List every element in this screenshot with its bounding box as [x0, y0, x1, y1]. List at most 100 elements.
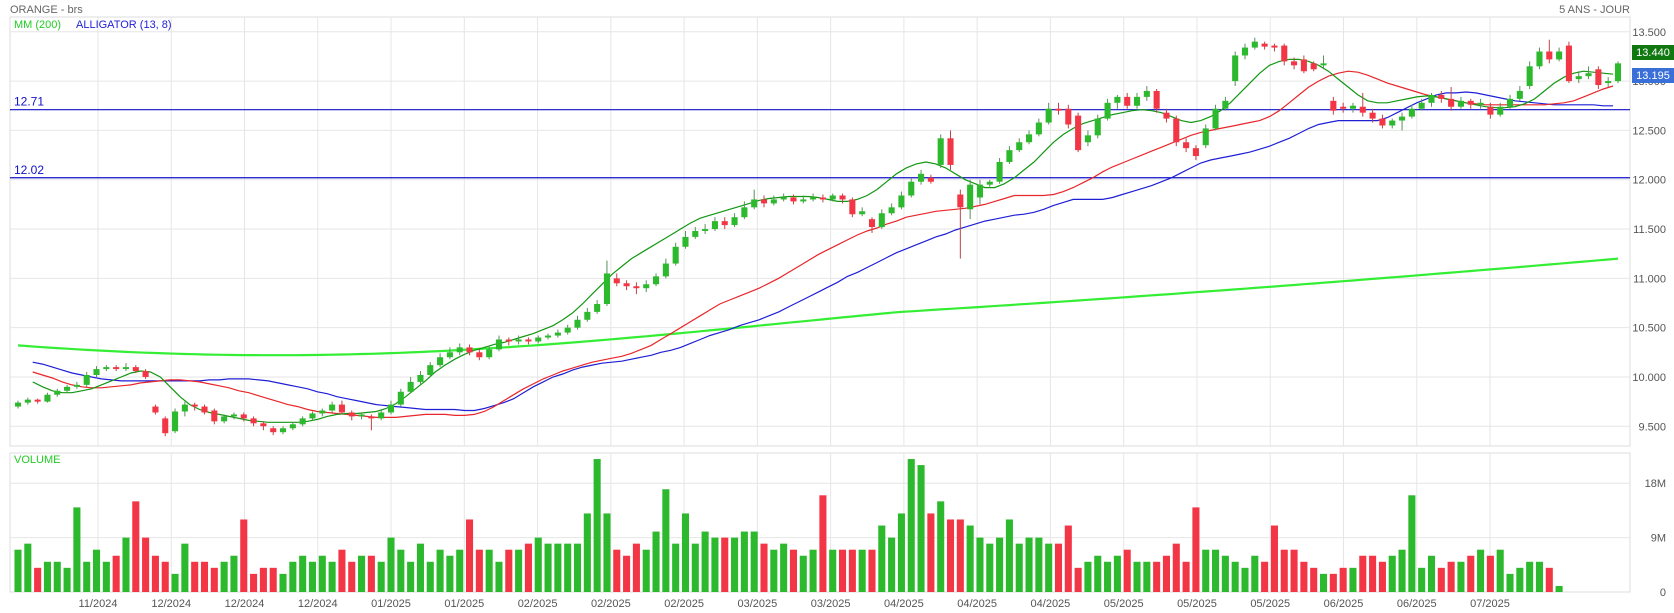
volume-bar — [1104, 561, 1112, 592]
volume-bar — [829, 549, 837, 592]
volume-bar — [279, 573, 287, 592]
volume-bar — [1369, 555, 1377, 592]
chart-title: ORANGE - brs — [10, 4, 83, 16]
candle-body — [1212, 108, 1219, 129]
price-tick-label: 10.000 — [1632, 372, 1666, 384]
candle-body — [34, 399, 41, 402]
volume-bar — [132, 501, 140, 592]
candle-body — [810, 197, 817, 200]
x-tick-label: 02/2025 — [518, 598, 558, 610]
price-tick-label: 9.500 — [1638, 421, 1666, 433]
alligator-lines — [32, 58, 1614, 423]
candle-body — [1035, 122, 1042, 135]
volume-bar — [328, 561, 336, 592]
volume-tick-label: 18M — [1645, 478, 1666, 490]
volume-bar — [613, 549, 621, 592]
candle-body — [819, 197, 826, 200]
volume-bar — [318, 555, 326, 592]
candle-body — [525, 339, 532, 342]
candle-body — [545, 335, 552, 338]
moving-average-200 — [17, 257, 1619, 357]
candle-body — [1094, 118, 1101, 136]
volume-bar — [623, 555, 631, 592]
volume-bar — [289, 561, 297, 592]
candle-body — [1104, 102, 1111, 119]
candle-body — [132, 367, 139, 372]
candle-body — [1045, 108, 1052, 123]
volume-bar — [524, 543, 532, 592]
candle-body — [113, 367, 120, 370]
candle-body — [1143, 90, 1150, 97]
volume-bar — [1202, 549, 1210, 592]
volume-bar — [554, 543, 562, 592]
candle-body — [967, 184, 974, 210]
candle-body — [652, 276, 660, 285]
volume-bar — [43, 561, 51, 592]
candle-body — [1222, 100, 1229, 109]
candle-body — [181, 404, 188, 412]
volume-bar — [446, 555, 454, 592]
volume-bar — [73, 507, 81, 592]
legend-ma200[interactable]: MM (200) — [14, 19, 61, 31]
candle-body — [24, 399, 31, 403]
volume-bar — [907, 459, 915, 592]
candle-body — [721, 221, 728, 226]
volume-bar — [789, 549, 797, 592]
axis-labels: 9.500 10.000 10.500 11.000 11.500 12.000 12.50… — [79, 27, 1666, 610]
candle-body — [1585, 73, 1592, 77]
candle-body — [603, 273, 610, 304]
candle-body — [584, 311, 591, 320]
volume-bar — [544, 543, 552, 592]
volume-bar — [858, 549, 866, 592]
candle-body — [1418, 102, 1425, 109]
volume-bar — [1457, 561, 1465, 592]
alligator-lips-line — [32, 58, 1614, 423]
volume-bar — [897, 513, 905, 592]
candle-body — [309, 413, 316, 419]
volume-tick-label: 0 — [1660, 587, 1666, 599]
x-tick-label: 12/2024 — [151, 598, 191, 610]
legend-alligator[interactable]: ALLIGATOR (13, 8) — [76, 19, 172, 31]
volume-bar — [839, 549, 847, 592]
price-tick-label: 11.000 — [1633, 273, 1666, 285]
candle-body — [692, 231, 699, 237]
candle-body — [741, 207, 748, 218]
candle-body — [957, 194, 964, 208]
candle-body — [14, 402, 22, 407]
candle-body — [1075, 115, 1082, 151]
x-tick-label: 06/2025 — [1397, 598, 1437, 610]
candle-body — [662, 263, 669, 277]
alt-price-badge — [1632, 68, 1674, 83]
volume-bar — [1005, 519, 1013, 592]
volume-bar — [1123, 549, 1131, 592]
candle-body — [456, 347, 463, 353]
candle-body — [554, 332, 561, 336]
volume-bar — [259, 567, 267, 592]
candle-body — [319, 410, 326, 414]
ma200-line — [17, 257, 1619, 357]
volume-bar — [475, 549, 483, 592]
volume-bar — [711, 537, 719, 592]
candle-body — [859, 211, 866, 215]
volume-bar — [1555, 585, 1563, 592]
volume-bar — [102, 561, 110, 592]
volume-bar — [220, 561, 228, 592]
candle-body — [574, 319, 581, 328]
candle-body — [1556, 51, 1563, 60]
x-tick-label: 12/2024 — [298, 598, 338, 610]
volume-panel-label: VOLUME — [14, 454, 60, 466]
x-tick-label: 01/2025 — [371, 598, 411, 610]
candle-body — [731, 217, 738, 226]
volume-bar — [573, 543, 582, 592]
volume-bar — [760, 543, 768, 592]
volume-bar — [191, 561, 199, 592]
candle-body — [1487, 106, 1494, 115]
candle-body — [270, 428, 277, 433]
timeframe-label[interactable]: 5 ANS - JOUR — [1559, 4, 1630, 16]
volume-bar — [672, 543, 680, 592]
candle-body — [1026, 134, 1033, 143]
candle-body — [1261, 43, 1268, 47]
candle-body — [279, 428, 287, 433]
candle-body — [594, 303, 601, 312]
